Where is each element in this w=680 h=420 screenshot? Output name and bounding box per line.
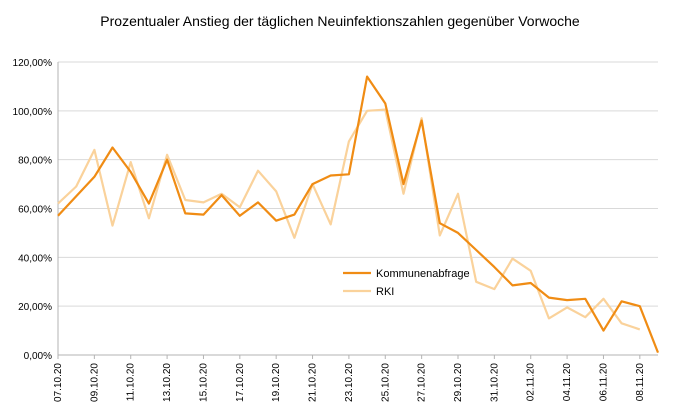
y-tick-label: 60,00% (18, 205, 52, 216)
x-tick-label: 08.11.20 (635, 363, 646, 402)
x-tick-label: 06.11.20 (598, 363, 609, 402)
y-tick-label: 0,00% (24, 351, 52, 362)
y-tick-label: 40,00% (18, 253, 52, 264)
legend-label: RKI (376, 286, 394, 298)
x-tick-label: 07.10.20 (53, 363, 64, 402)
x-tick-label: 27.10.20 (417, 363, 428, 402)
chart-title: Prozentualer Anstieg der täglichen Neuin… (100, 13, 580, 29)
y-tick-label: 120,00% (13, 58, 53, 69)
x-tick-label: 02.11.20 (526, 363, 537, 402)
x-tick-label: 13.10.20 (162, 363, 173, 402)
x-tick-label: 17.10.20 (235, 363, 246, 402)
y-tick-label: 80,00% (18, 156, 52, 167)
x-tick-label: 29.10.20 (453, 363, 464, 402)
y-tick-label: 20,00% (18, 302, 52, 313)
series-line (57, 75, 660, 354)
x-tick-label: 09.10.20 (89, 363, 100, 402)
x-tick-label: 19.10.20 (271, 363, 282, 402)
x-tick-label: 21.10.20 (308, 363, 319, 402)
x-tick-label: 04.11.20 (562, 363, 573, 402)
y-tick-label: 100,00% (13, 107, 53, 118)
x-tick-label: 25.10.20 (380, 363, 391, 402)
series-line (57, 108, 641, 331)
y-axis: 0,00% 20,00% 40,00% 60,00% 80,00% 100,00% 120,… (13, 58, 53, 362)
x-tick-label: 23.10.20 (344, 363, 355, 402)
x-tick-label: 11.10.20 (126, 363, 137, 402)
x-tick-label: 15.10.20 (198, 363, 209, 402)
x-tick-label: 31.10.20 (489, 363, 500, 402)
series-lines (57, 75, 660, 354)
gridlines (57, 61, 658, 356)
legend: Kommunenabfrage RKI (343, 268, 470, 298)
x-axis: 07.10.20 09.10.20 11.10.20 13.10.20 15.10.20… (53, 355, 646, 402)
legend-label: Kommunenabfrage (376, 268, 470, 280)
